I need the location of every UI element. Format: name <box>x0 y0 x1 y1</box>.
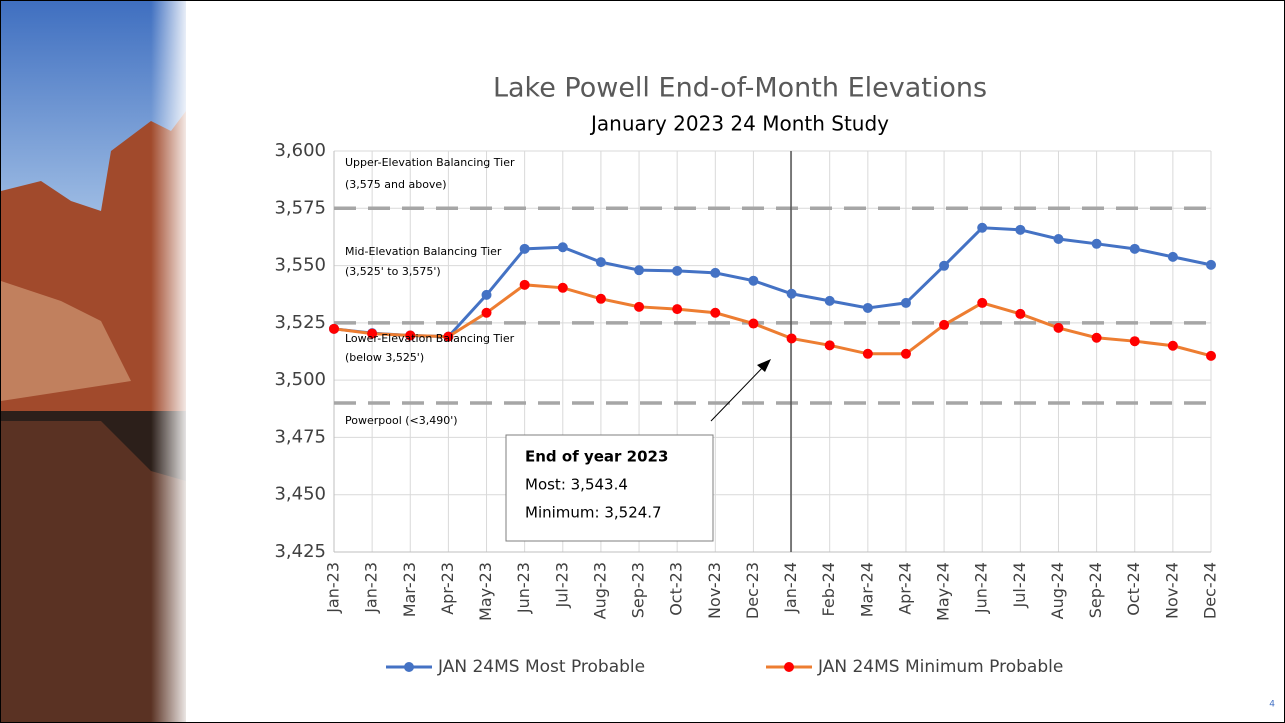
x-tick-label: Jun-24 <box>972 562 991 614</box>
data-point <box>977 298 987 308</box>
data-point <box>825 340 835 350</box>
slide-number: 4 <box>1269 700 1275 710</box>
annotation-arrow <box>711 364 766 421</box>
grid <box>334 151 1211 552</box>
x-tick-label: Dec-24 <box>1201 562 1220 619</box>
y-tick-label: 3,475 <box>274 426 326 447</box>
annotation-title: End of year 2023 <box>525 448 668 466</box>
data-point <box>329 324 339 334</box>
tier-label: (below 3,525') <box>345 351 424 364</box>
chart-subtitle: January 2023 24 Month Study <box>589 112 889 136</box>
x-tick-label: Sep-24 <box>1086 562 1105 618</box>
data-point <box>825 296 835 306</box>
data-point <box>1130 244 1140 254</box>
x-tick-label: Jul-24 <box>1010 562 1029 608</box>
data-point <box>672 304 682 314</box>
y-tick-label: 3,575 <box>274 197 326 218</box>
data-point <box>901 349 911 359</box>
data-point <box>863 349 873 359</box>
data-point <box>748 276 758 286</box>
data-point <box>520 244 530 254</box>
data-point <box>672 266 682 276</box>
data-point <box>634 302 644 312</box>
data-point <box>1206 260 1216 270</box>
background-photo <box>1 1 191 722</box>
x-tick-label: Jul-23 <box>552 562 571 608</box>
y-tick-label: 3,525 <box>274 312 326 333</box>
data-point <box>748 319 758 329</box>
data-point <box>710 268 720 278</box>
data-point <box>1092 333 1102 343</box>
data-point <box>977 223 987 233</box>
x-tick-label: Oct-24 <box>1124 562 1143 616</box>
data-point <box>901 298 911 308</box>
x-tick-label: Apr-23 <box>438 562 457 615</box>
x-tick-label: Jun-23 <box>514 562 533 614</box>
legend-label: JAN 24MS Most Probable <box>437 657 645 677</box>
legend-marker <box>404 662 414 672</box>
tier-label: Upper-Elevation Balancing Tier <box>345 156 515 169</box>
slide: Lake Powell End-of-Month Elevations Janu… <box>0 0 1285 723</box>
arrow-head <box>757 359 771 372</box>
x-tick-label: Mar-23 <box>400 562 419 617</box>
data-point <box>1053 234 1063 244</box>
x-tick-label: Feb-24 <box>819 562 838 616</box>
data-point <box>939 261 949 271</box>
data-point <box>1168 252 1178 262</box>
reference-lines <box>334 208 1211 403</box>
data-point <box>482 290 492 300</box>
chart-title: Lake Powell End-of-Month Elevations <box>493 73 987 104</box>
y-tick-label: 3,500 <box>274 369 326 390</box>
y-tick-label: 3,425 <box>274 541 326 562</box>
x-tick-label: May-24 <box>934 562 953 621</box>
data-point <box>1206 351 1216 361</box>
x-tick-label: Apr-24 <box>895 562 914 615</box>
data-point <box>596 257 606 267</box>
data-point <box>482 308 492 318</box>
legend-marker <box>784 662 794 672</box>
data-point <box>1168 341 1178 351</box>
data-point <box>1015 225 1025 235</box>
tier-label: Lower-Elevation Balancing Tier <box>345 332 515 345</box>
x-tick-label: Jan-23 <box>324 562 343 614</box>
data-point <box>1130 336 1140 346</box>
x-tick-label: Nov-24 <box>1162 562 1181 619</box>
data-point <box>520 280 530 290</box>
y-tick-label: 3,600 <box>274 140 326 161</box>
y-tick-label: 3,550 <box>274 255 326 276</box>
annotation-line: Most: 3,543.4 <box>525 476 628 494</box>
x-tick-label: Mar-24 <box>857 562 876 617</box>
annotation-line: Minimum: 3,524.7 <box>525 504 662 522</box>
data-point <box>787 333 797 343</box>
data-point <box>863 303 873 313</box>
series-line <box>334 285 1211 356</box>
x-tick-label: Oct-23 <box>667 562 686 616</box>
data-point <box>939 320 949 330</box>
data-point <box>1015 309 1025 319</box>
data-point <box>634 265 644 275</box>
x-tick-label: Aug-23 <box>590 562 609 619</box>
x-tick-label: Nov-23 <box>705 562 724 619</box>
tier-label: Powerpool (<3,490') <box>345 414 458 427</box>
x-tick-label: May-23 <box>476 562 495 621</box>
data-point <box>558 242 568 252</box>
data-point <box>710 308 720 318</box>
x-tick-label: Jan-23 <box>362 562 381 614</box>
tier-label: Mid-Elevation Balancing Tier <box>345 245 502 258</box>
data-point <box>787 289 797 299</box>
legend-label: JAN 24MS Minimum Probable <box>817 657 1063 677</box>
y-tick-label: 3,450 <box>274 484 326 505</box>
x-tick-label: Aug-24 <box>1048 562 1067 619</box>
data-point <box>1053 323 1063 333</box>
tier-label: (3,575 and above) <box>345 178 447 191</box>
chart: Lake Powell End-of-Month Elevations Janu… <box>1 1 1284 722</box>
x-tick-label: Dec-23 <box>743 562 762 619</box>
data-point <box>558 283 568 293</box>
x-tick-label: Sep-23 <box>629 562 648 618</box>
data-point <box>1092 239 1102 249</box>
tier-label: (3,525' to 3,575') <box>345 265 441 278</box>
data-point <box>596 294 606 304</box>
x-tick-label: Jan-24 <box>781 562 800 614</box>
